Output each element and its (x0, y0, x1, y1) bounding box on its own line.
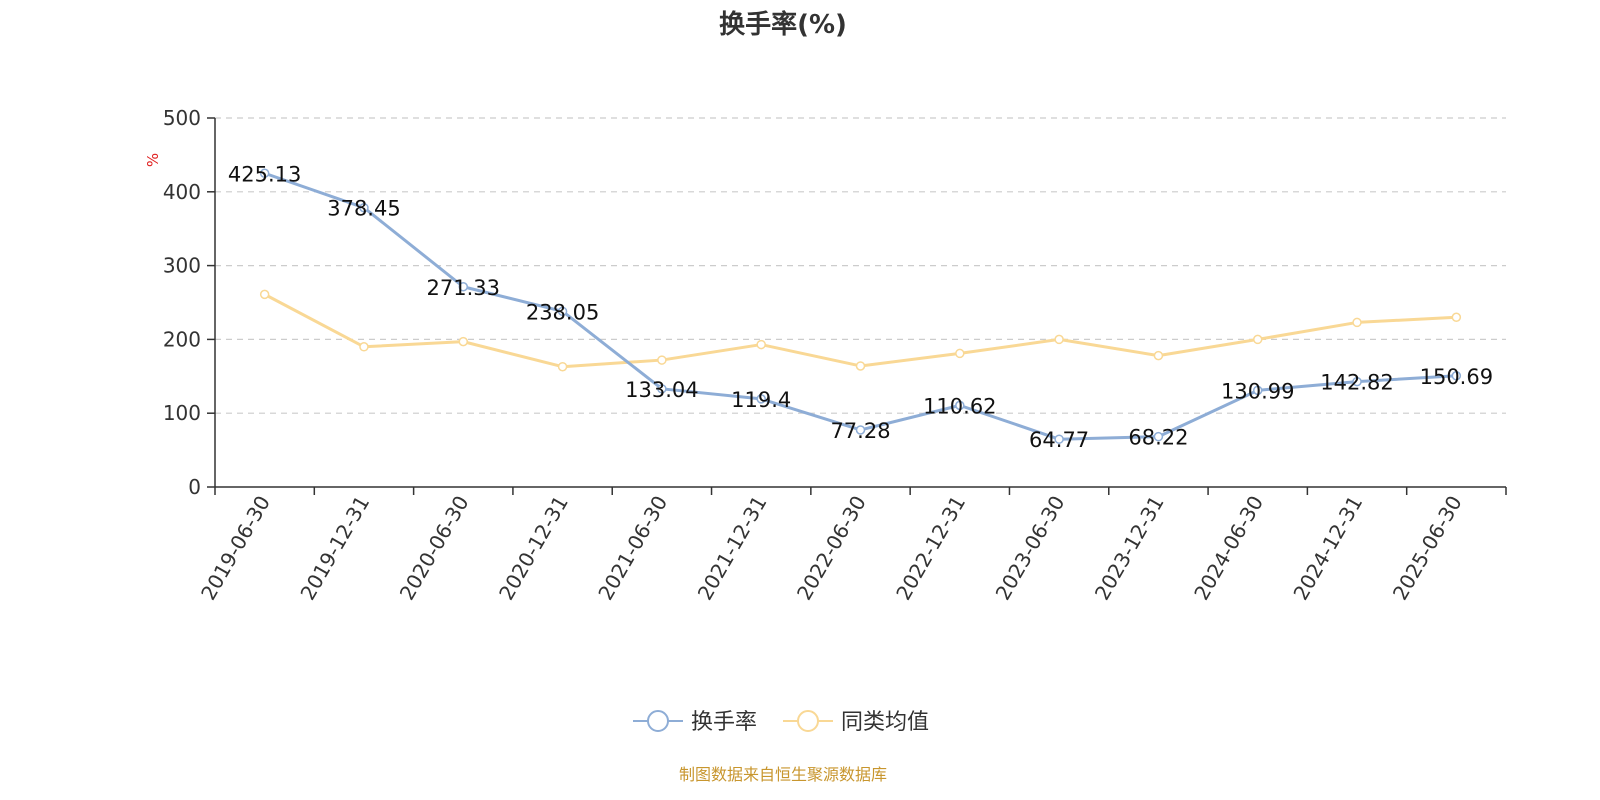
y-tick-label-300: 300 (163, 254, 201, 278)
series-0-point-7 (955, 400, 965, 411)
series-1-point-0 (259, 289, 270, 300)
y-tick-label-400: 400 (163, 180, 201, 204)
series-1-point-4 (657, 355, 667, 365)
data-label-9: 68.22 (1128, 426, 1188, 450)
series-0-point-5 (756, 394, 766, 404)
source-note: 制图数据来自恒生聚源数据库 (679, 765, 887, 784)
x-tick-label-2020-12-31: 2020-12-31 (494, 492, 573, 605)
series-1-point-6 (855, 361, 866, 371)
x-tick-label-2023-12-31: 2023-12-31 (1090, 492, 1169, 605)
series-line-1 (263, 293, 1457, 369)
series-0-point-9 (1153, 431, 1164, 442)
legend-marker-1 (797, 710, 819, 732)
series-1-point-2 (458, 336, 469, 347)
series-1-point-7 (955, 348, 965, 359)
series-1-point-10 (1252, 334, 1263, 345)
series-1-point-3 (557, 361, 568, 372)
x-tick-label-2019-06-30: 2019-06-30 (196, 492, 275, 605)
data-label-4: 133.04 (625, 378, 698, 402)
legend[interactable]: 换手率 同类均值 (633, 710, 929, 735)
series-0-point-11 (1352, 376, 1362, 387)
data-label-1: 378.45 (327, 197, 400, 221)
data-labels: 425.13 378.45 271.33 238.05 133.04 119.4 77.28… (228, 162, 1493, 452)
series-1-point-11 (1352, 317, 1362, 328)
data-label-11: 142.82 (1320, 371, 1393, 395)
series-0-point-2 (458, 282, 469, 292)
series-0-point-8 (1054, 434, 1064, 444)
series-1-point-8 (1054, 334, 1064, 345)
x-tick-label-2021-12-31: 2021-12-31 (693, 492, 772, 605)
y-tick-label-200: 200 (163, 327, 201, 351)
data-label-0: 425.13 (228, 162, 301, 186)
y-tick-label-500: 500 (163, 106, 201, 130)
x-tick-label-2019-12-31: 2019-12-31 (295, 492, 374, 605)
axes (214, 118, 1506, 488)
x-tick-label-2022-06-30: 2022-06-30 (792, 492, 871, 605)
y-axis-ticks: 0 100 200 300 400 500 (163, 106, 215, 499)
series-1-point-9 (1153, 350, 1164, 361)
x-tick-label-2025-06-30: 2025-06-30 (1388, 492, 1467, 605)
chart-title: 换手率(%) (719, 9, 847, 40)
legend-label-0: 换手率 (691, 710, 757, 735)
x-tick-label-2023-06-30: 2023-06-30 (991, 492, 1070, 605)
data-label-6: 77.28 (830, 419, 890, 443)
series-1-point-12 (1451, 312, 1462, 323)
data-label-2: 271.33 (427, 276, 500, 300)
x-tick-label-2024-12-31: 2024-12-31 (1288, 492, 1367, 605)
legend-marker-0 (647, 710, 669, 732)
series-0-point-1 (359, 202, 369, 213)
data-label-10: 130.99 (1221, 379, 1294, 403)
x-axis-ticks: 2019-06-30 2019-12-31 2020-06-30 2020-12-31… (196, 487, 1507, 605)
data-label-3: 238.05 (526, 300, 599, 324)
series-0-point-10 (1252, 385, 1263, 396)
x-tick-label-2021-06-30: 2021-06-30 (593, 492, 672, 605)
x-tick-label-2022-12-31: 2022-12-31 (891, 491, 970, 604)
series-1-point-1 (359, 342, 369, 352)
x-tick-label-2024-06-30: 2024-06-30 (1189, 492, 1268, 605)
legend-label-1: 同类均值 (841, 710, 929, 735)
data-label-8: 64.77 (1029, 428, 1089, 452)
data-label-7: 110.62 (923, 394, 996, 418)
series-0-point-0 (259, 168, 270, 179)
y-axis-unit-label: % (144, 153, 162, 167)
series-1-point-5 (756, 339, 766, 350)
data-label-12: 150.69 (1420, 365, 1493, 389)
series-0-point-12 (1451, 371, 1462, 381)
legend-item-1[interactable]: 同类均值 (783, 710, 929, 735)
data-label-5: 119.4 (731, 388, 791, 412)
series-layer (259, 168, 1462, 444)
legend-item-0[interactable]: 换手率 (633, 710, 757, 735)
series-0-point-3 (557, 306, 568, 317)
series-0-point-6 (855, 425, 866, 435)
y-tick-label-100: 100 (163, 401, 201, 425)
x-tick-label-2020-06-30: 2020-06-30 (395, 492, 474, 605)
y-tick-label-0: 0 (188, 475, 201, 499)
series-0-point-4 (657, 384, 667, 394)
